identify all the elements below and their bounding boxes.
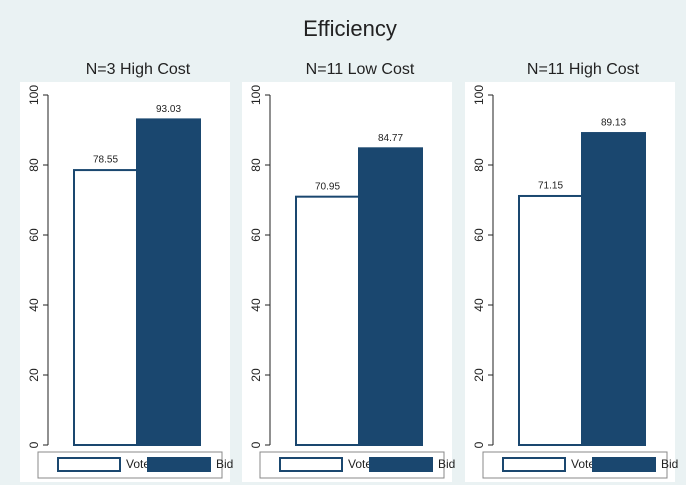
legend-label: Vote bbox=[348, 457, 372, 471]
y-tick-label: 60 bbox=[249, 228, 263, 242]
bar bbox=[73, 169, 138, 446]
y-tick-label: 60 bbox=[27, 228, 41, 242]
legend-label: Bid bbox=[661, 457, 678, 471]
bar bbox=[518, 194, 583, 446]
y-tick-label: 80 bbox=[249, 158, 263, 172]
value-label: 71.15 bbox=[538, 181, 563, 192]
panel-title: N=11 High Cost bbox=[527, 61, 640, 78]
y-tick-label: 100 bbox=[27, 85, 41, 105]
bar bbox=[358, 147, 423, 446]
bar bbox=[136, 118, 201, 447]
y-tick-label: 40 bbox=[472, 298, 486, 312]
y-tick-label: 100 bbox=[472, 85, 486, 105]
y-tick-label: 80 bbox=[27, 158, 41, 172]
value-label: 70.95 bbox=[315, 181, 340, 192]
legend-swatch bbox=[369, 457, 433, 472]
y-tick-label: 0 bbox=[27, 441, 41, 448]
y-tick-label: 0 bbox=[472, 441, 486, 448]
legend-label: Vote bbox=[571, 457, 595, 471]
legend-swatch bbox=[147, 457, 211, 472]
value-label: 78.55 bbox=[93, 155, 118, 166]
legend-swatch bbox=[57, 457, 121, 472]
y-tick-label: 80 bbox=[472, 158, 486, 172]
y-tick-label: 0 bbox=[249, 441, 263, 448]
legend-swatch bbox=[279, 457, 343, 472]
panel-title: N=11 Low Cost bbox=[306, 61, 415, 78]
legend-swatch bbox=[592, 457, 656, 472]
legend-swatch bbox=[502, 457, 566, 472]
panel-title: N=3 High Cost bbox=[86, 61, 191, 78]
value-label: 89.13 bbox=[601, 118, 626, 129]
legend-label: Bid bbox=[438, 457, 455, 471]
bar bbox=[581, 132, 646, 446]
y-tick-label: 20 bbox=[249, 368, 263, 382]
value-label: 84.77 bbox=[378, 133, 403, 144]
y-tick-label: 100 bbox=[249, 85, 263, 105]
bar bbox=[295, 195, 360, 446]
y-tick-label: 40 bbox=[249, 298, 263, 312]
y-tick-label: 20 bbox=[472, 368, 486, 382]
y-tick-label: 60 bbox=[472, 228, 486, 242]
value-label: 93.03 bbox=[156, 104, 181, 115]
legend-label: Bid bbox=[216, 457, 233, 471]
y-tick-label: 20 bbox=[27, 368, 41, 382]
chart-title: Efficiency bbox=[303, 16, 397, 41]
y-tick-label: 40 bbox=[27, 298, 41, 312]
legend-label: Vote bbox=[126, 457, 150, 471]
